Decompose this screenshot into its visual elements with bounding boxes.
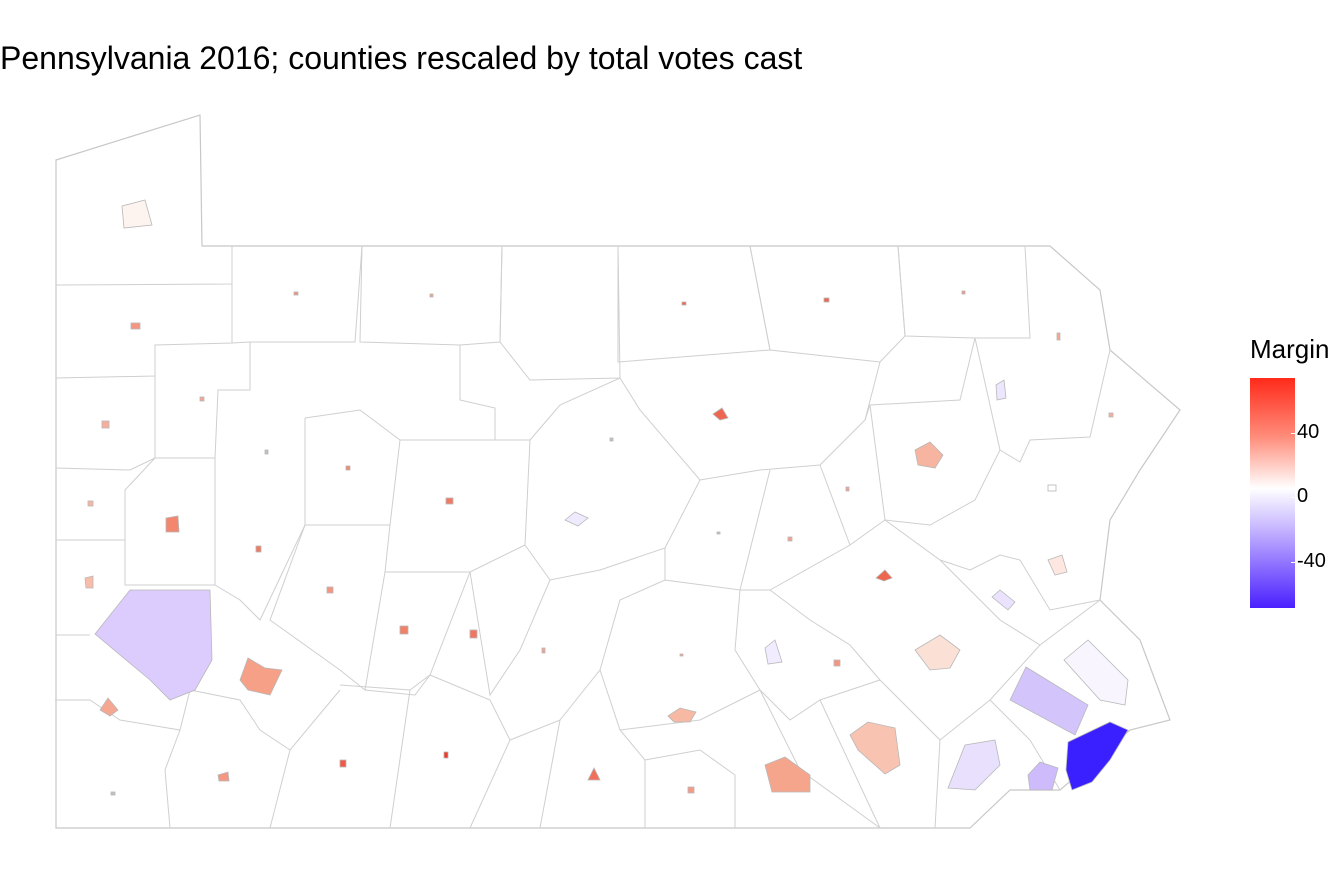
county-pike (1108, 412, 1114, 418)
county-northampton (1047, 554, 1068, 576)
county-mercer (101, 420, 110, 429)
legend-colorbar (1250, 378, 1295, 608)
county-tioga (681, 301, 687, 306)
county-huntingdon (541, 647, 546, 654)
county-lycoming (712, 407, 729, 421)
county-washington (99, 697, 119, 717)
county-cumberland (764, 639, 783, 665)
county-dauphin (667, 707, 697, 723)
county-wayne (1056, 332, 1061, 341)
county-cambria (399, 625, 409, 635)
legend: Margin 40 0 -40 (1248, 334, 1344, 624)
county-greene (110, 791, 116, 796)
county-bedford (443, 751, 449, 759)
county-armstrong (255, 545, 262, 553)
county-bradford (823, 297, 830, 303)
county-map (55, 114, 1181, 829)
county-franklin (587, 767, 601, 781)
county-columbia (845, 486, 850, 492)
county-butler (165, 515, 180, 533)
county-erie (121, 199, 153, 229)
county-clearfield (445, 497, 454, 505)
county-westmoreland (239, 657, 283, 696)
county-bucks (1063, 639, 1129, 706)
county-lehigh (991, 589, 1016, 611)
rescaled-counties (84, 199, 1129, 796)
legend-title: Margin (1250, 334, 1330, 364)
county-clarion (264, 449, 269, 455)
legend-tick-0: 0 (1290, 485, 1309, 507)
legend-tick-40: 40 (1290, 421, 1320, 443)
map-title: Pennsylvania 2016; counties rescaled by … (0, 40, 803, 76)
county-adams (687, 786, 695, 794)
county-somerset (339, 759, 347, 768)
county-york (764, 756, 811, 793)
county-indiana (326, 586, 334, 594)
county-blair (469, 629, 478, 639)
county-chester (947, 739, 1001, 791)
county-snyder (787, 536, 793, 542)
county-lancaster (849, 721, 901, 775)
legend-tick-neg40: -40 (1291, 550, 1326, 572)
county-montgomery (1009, 666, 1089, 736)
county-venango (199, 396, 205, 402)
county-berks (914, 634, 961, 671)
county-susquehanna (961, 290, 966, 295)
county-philadelphia (1065, 721, 1129, 791)
county-union (716, 531, 721, 535)
county-luzerne (914, 441, 944, 469)
state-outline (55, 114, 1181, 829)
county-mifflin (609, 437, 614, 442)
county-potter (429, 293, 434, 298)
county-monroe (1047, 484, 1057, 492)
county-allegheny (94, 589, 213, 701)
county-jefferson (345, 465, 351, 471)
county-montour (679, 653, 684, 657)
county-schuylkill (875, 569, 893, 582)
county-delaware (1027, 761, 1059, 791)
county-lackawanna (995, 379, 1007, 401)
county-crawford (130, 322, 141, 330)
county-beaver (87, 500, 94, 507)
county-lawrence (84, 575, 94, 589)
county-boundaries (55, 245, 1111, 829)
county-lebanon (833, 659, 841, 667)
county-fayette (217, 771, 230, 782)
county-mckean (293, 291, 299, 296)
county-centre (564, 511, 589, 527)
